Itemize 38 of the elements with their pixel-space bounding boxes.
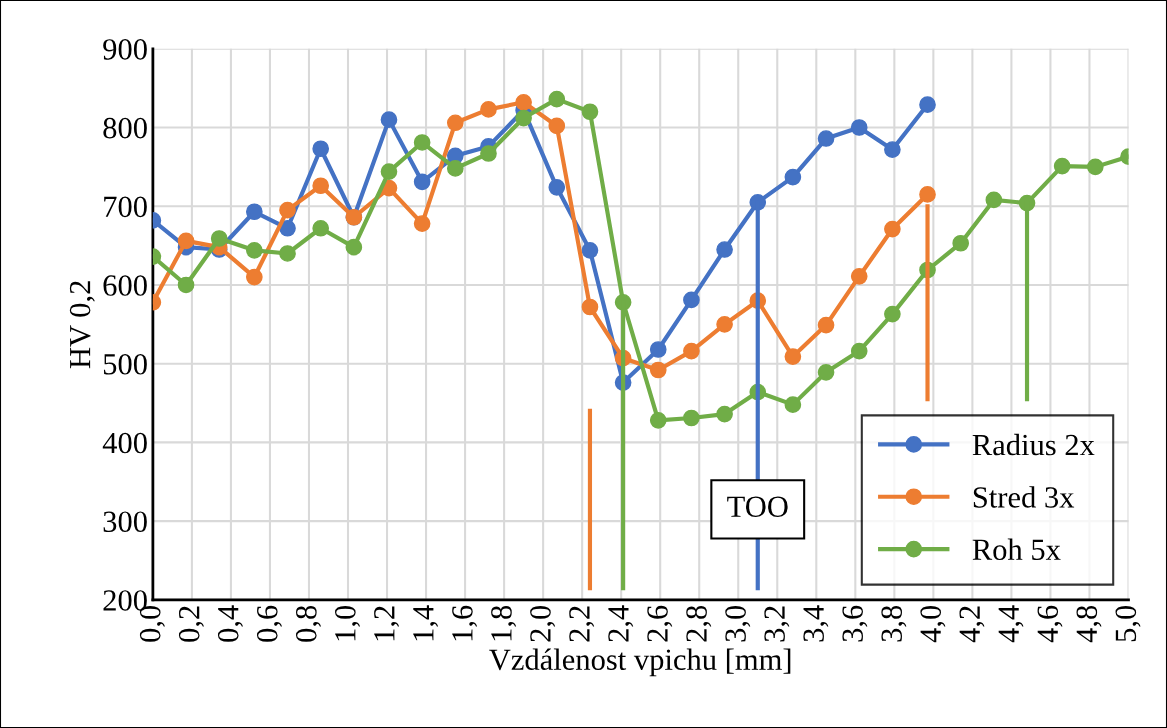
legend-label: Roh 5x	[972, 538, 1061, 561]
x-tick-label: 2,8	[686, 605, 712, 642]
x-tick-label: 4,4	[998, 605, 1024, 643]
x-tick-label: 3,4	[803, 605, 829, 642]
x-tick-label: 4,2	[959, 606, 985, 643]
x-tick-label: 1,0	[335, 605, 361, 641]
y-tick-label: 900	[103, 39, 147, 60]
x-tick-label: 3,0	[725, 605, 751, 642]
x-tick-label: 0,6	[256, 605, 282, 642]
x-tick-label: 0,4	[217, 605, 243, 642]
y-tick-label: 500	[103, 353, 147, 375]
legend-label: Stred 3x	[973, 486, 1075, 508]
x-tick-label: 2,2	[569, 606, 595, 642]
x-tick-label: 4,0	[920, 605, 946, 643]
x-tick-label: 1,6	[452, 605, 478, 641]
x-tick-label: 1,2	[374, 606, 400, 641]
x-tick-label: 4,8	[1076, 605, 1102, 643]
x-tick-label: 0,2	[178, 606, 204, 642]
x-tick-label: 1,4	[413, 605, 439, 641]
x-tick-label: 3,8	[881, 605, 907, 642]
y-tick-label: 700	[104, 196, 147, 218]
x-tick-label: 0,8	[296, 605, 322, 642]
x-tick-label: 2,0	[530, 605, 556, 642]
x-tick-label: 1,8	[491, 605, 517, 641]
y-tick-label: 400	[102, 432, 147, 454]
y-axis-title: HV 0,2	[69, 281, 95, 369]
x-tick-label: 5,0	[1115, 605, 1141, 642]
y-tick-label: 300	[103, 511, 147, 533]
x-tick-label: 3,2	[764, 606, 790, 642]
y-tick-label: 800	[103, 117, 147, 139]
x-axis-title: Vzdálenost vpichu [mm]	[489, 648, 791, 677]
annotation: TOO	[727, 496, 788, 517]
x-tick-label: 2,4	[608, 605, 634, 642]
y-tick-label: 600	[103, 275, 147, 296]
x-tick-label: 2,6	[647, 605, 673, 642]
legend-label: Radius 2x	[972, 433, 1095, 456]
x-tick-label: 4,6	[1037, 605, 1063, 643]
x-tick-label: 3,6	[842, 605, 868, 642]
